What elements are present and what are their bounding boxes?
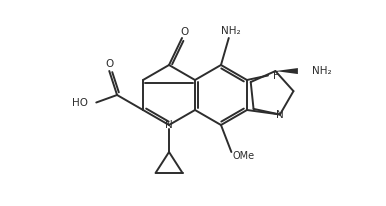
Text: NH₂: NH₂ — [221, 26, 240, 36]
Text: OMe: OMe — [232, 151, 254, 161]
Text: O: O — [105, 59, 113, 69]
Text: N: N — [276, 110, 284, 119]
Text: F: F — [273, 70, 279, 81]
Text: O: O — [180, 27, 188, 37]
Text: HO: HO — [72, 97, 88, 108]
Text: N: N — [165, 120, 173, 130]
Text: NH₂: NH₂ — [312, 66, 332, 76]
Polygon shape — [275, 68, 298, 74]
